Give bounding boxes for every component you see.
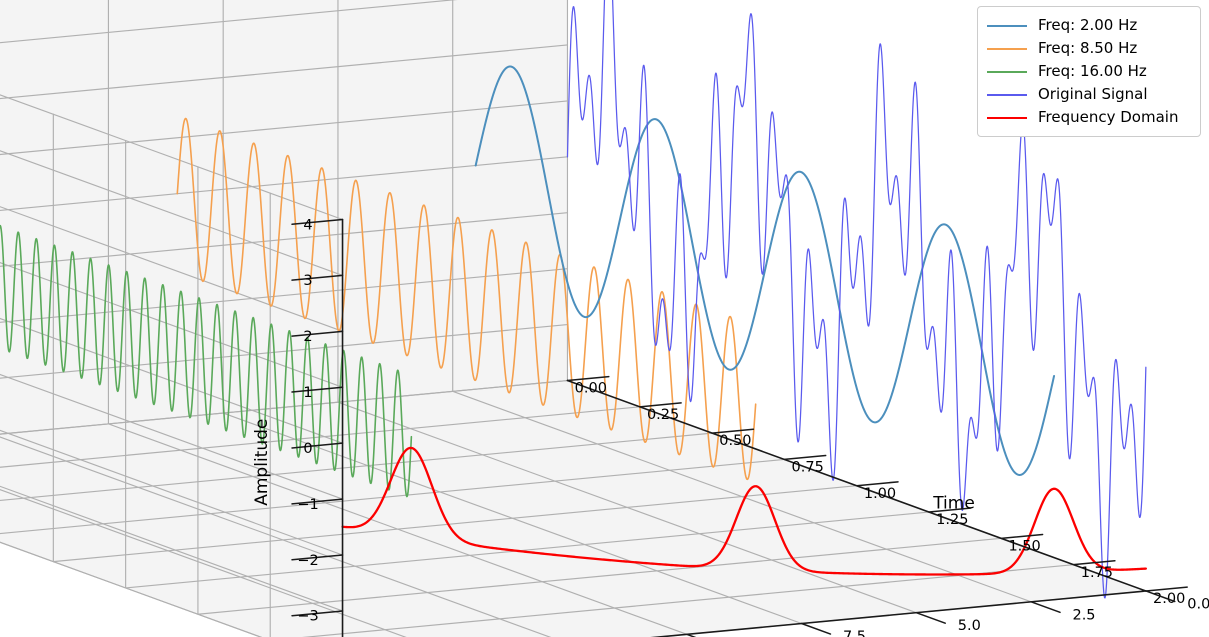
grid-line (0, 485, 344, 612)
z-tick-mark (291, 442, 344, 449)
y-tick-mark (686, 633, 697, 637)
series-freq-85hz[interactable] (176, 117, 757, 481)
grid-line (337, 401, 917, 614)
x-tick-label: 1.00 (864, 486, 896, 502)
legend-item[interactable]: Frequency Domain (987, 106, 1190, 129)
legend-swatch-freq-16hz (987, 70, 1027, 73)
x-tick-mark (566, 375, 610, 382)
y-tick-mark (915, 611, 946, 624)
x-tick-label: 0.00 (575, 381, 607, 397)
y-tick-label: 2.5 (1072, 607, 1095, 623)
legend-label-frequency-domain: Frequency Domain (1038, 108, 1179, 126)
z-tick-label: −2 (297, 553, 318, 569)
grid-line (0, 489, 407, 637)
legend-label-freq-2hz: Freq: 2.00 Hz (1038, 16, 1138, 34)
grid-line (0, 432, 713, 501)
legend-item[interactable]: Freq: 8.50 Hz (987, 37, 1190, 60)
x-tick-mark (1072, 560, 1116, 566)
series-freq-2hz[interactable] (474, 65, 1056, 476)
z-tick-label: 3 (303, 273, 312, 289)
grid-line (452, 390, 1032, 603)
pane-left (0, 0, 568, 435)
grid-line (0, 0, 458, 44)
x-tick-label: 0.25 (647, 407, 679, 423)
grid-line (0, 212, 569, 267)
z-tick-label: 0 (303, 441, 312, 457)
z-tick-label: −3 (297, 609, 318, 625)
legend-label-original-signal: Original Signal (1038, 85, 1148, 103)
grid-line (0, 406, 641, 468)
grid-line (0, 317, 344, 444)
z-tick-mark (291, 274, 344, 281)
grid-line (0, 150, 344, 276)
grid-line (0, 429, 344, 556)
z-tick-label: 4 (303, 217, 312, 233)
legend: Freq: 2.00 Hz Freq: 8.50 Hz Freq: 16.00 … (977, 6, 1201, 137)
x-tick-label: 1.75 (1081, 565, 1113, 581)
grid-line (197, 537, 1002, 615)
y-axis-spine (650, 590, 1147, 637)
grid-line (222, 412, 803, 625)
y-tick-label: 5.0 (958, 618, 981, 634)
legend-label-freq-85hz: Freq: 8.50 Hz (1038, 39, 1138, 57)
z-tick-mark (291, 386, 344, 393)
x-tick-label: 0.50 (719, 433, 751, 449)
z-tick-mark (291, 218, 344, 226)
grid-line (52, 485, 858, 563)
legend-item[interactable]: Freq: 16.00 Hz (987, 60, 1190, 83)
grid-line (0, 324, 569, 379)
z-tick-mark (291, 498, 344, 505)
y-tick-label: 7.5 (843, 629, 866, 637)
grid-line (107, 423, 688, 635)
x-axis-title: Time (932, 494, 975, 514)
x-tick-mark (928, 507, 972, 513)
x-tick-mark (783, 454, 827, 461)
z-tick-mark (291, 330, 344, 337)
grid-line (0, 156, 569, 212)
grid-line (0, 436, 552, 637)
x-tick-mark (711, 428, 755, 434)
legend-swatch-original-signal (987, 93, 1027, 96)
y-tick-mark (1145, 590, 1176, 603)
x-tick-mark (639, 402, 682, 408)
grid-line (0, 541, 263, 637)
grid-line (0, 373, 344, 500)
grid-line (0, 262, 344, 388)
z-tick-label: −1 (297, 497, 318, 513)
z-tick-mark (291, 554, 344, 561)
z-axis-title: Amplitude (252, 419, 272, 506)
legend-swatch-freq-2hz (987, 24, 1027, 27)
z-tick-mark (291, 610, 344, 617)
legend-swatch-frequency-domain (987, 116, 1027, 119)
y-tick-mark (1030, 601, 1061, 614)
x-tick-label: 1.25 (936, 512, 968, 528)
grid-line (301, 564, 1075, 637)
series-frequency-domain[interactable] (341, 446, 1148, 576)
x-tick-mark (1145, 586, 1188, 592)
series-freq-16hz[interactable] (0, 166, 413, 498)
y-tick-label: 0.0 (1187, 597, 1209, 613)
grid-line (0, 206, 344, 332)
grid-line (0, 44, 569, 100)
x-tick-label: 1.50 (1008, 539, 1040, 555)
grid-line (0, 379, 569, 435)
legend-item[interactable]: Original Signal (987, 83, 1190, 106)
z-tick-label: 1 (303, 385, 312, 401)
legend-item[interactable]: Freq: 2.00 Hz (987, 14, 1190, 37)
z-tick-label: 2 (303, 329, 312, 345)
series-original-signal[interactable] (566, 0, 1147, 599)
y-tick-mark (800, 622, 832, 635)
grid-line (0, 94, 344, 221)
legend-label-freq-16hz: Freq: 16.00 Hz (1038, 62, 1147, 80)
legend-swatch-freq-85hz (987, 47, 1027, 50)
x-tick-mark (855, 481, 899, 487)
x-tick-label: 0.75 (792, 460, 824, 476)
grid-line (125, 511, 930, 589)
grid-line (0, 100, 569, 156)
x-tick-mark (1000, 533, 1044, 540)
